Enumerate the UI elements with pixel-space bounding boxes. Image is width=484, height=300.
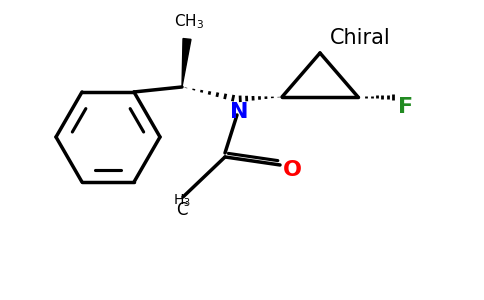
Text: N: N (230, 102, 248, 122)
Text: Chiral: Chiral (330, 28, 391, 48)
Polygon shape (182, 39, 191, 87)
Text: C: C (176, 201, 188, 219)
Text: H$_3$: H$_3$ (173, 193, 191, 209)
Text: CH$_3$: CH$_3$ (174, 12, 204, 31)
Text: F: F (398, 97, 413, 117)
Text: O: O (283, 160, 302, 180)
